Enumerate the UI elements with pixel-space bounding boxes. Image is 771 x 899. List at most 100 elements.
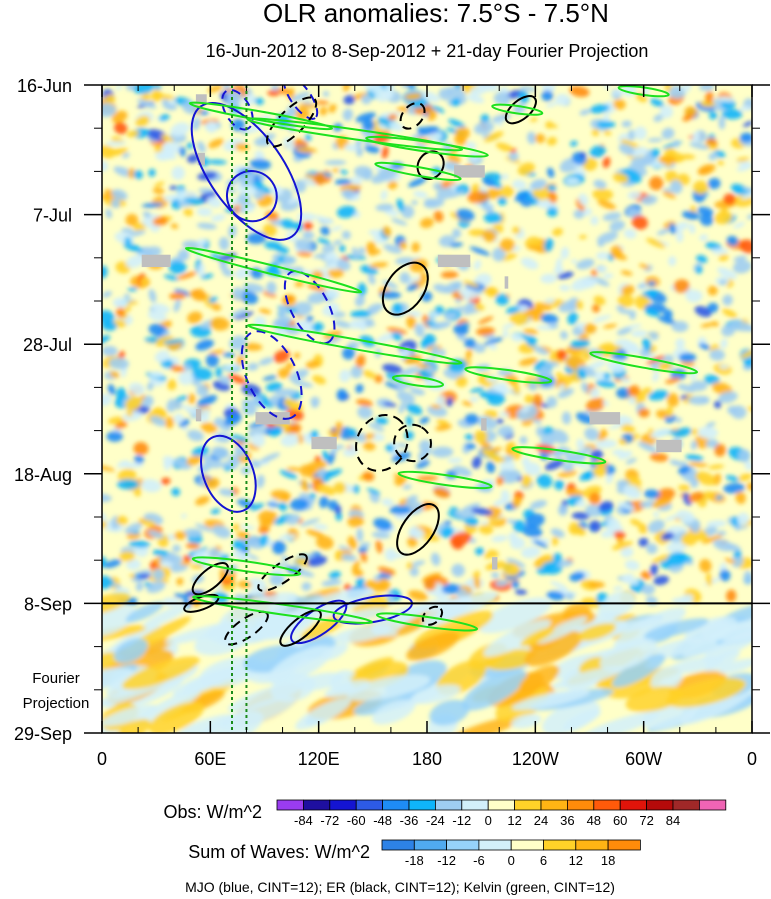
x-tick-label: 120E bbox=[298, 749, 340, 769]
kelvin-contour bbox=[375, 612, 479, 632]
y-axis: 16-Jun 7-Jul 28-Jul 18-Aug 8-Sep 29-Sep bbox=[14, 76, 770, 744]
obs-colorbar: -84 -72 -60 -48 -36 -24 -12 0 12 24 36 48 60 72 84 bbox=[276, 799, 727, 828]
colorbar-swatch bbox=[408, 799, 436, 811]
colorbar-swatch bbox=[514, 799, 542, 811]
missing-data-patch bbox=[197, 152, 205, 166]
colorbar-swatch bbox=[446, 839, 480, 851]
colorbar-swatch bbox=[567, 799, 595, 811]
er-contour bbox=[393, 423, 432, 463]
y-tick-label: 8-Sep bbox=[24, 594, 72, 614]
missing-data-patch bbox=[589, 412, 621, 425]
colorbar-level: -24 bbox=[426, 813, 445, 828]
colorbar-level: -84 bbox=[294, 813, 313, 828]
colorbar-swatch bbox=[575, 839, 609, 851]
mjo-contour bbox=[240, 330, 303, 420]
colorbar-swatch bbox=[543, 839, 577, 851]
colorbar-level: 84 bbox=[666, 813, 680, 828]
er-contour bbox=[224, 610, 269, 646]
x-axis: 0 60E 120E 180 120W 60W 0 bbox=[97, 85, 757, 769]
colorbar-swatch bbox=[510, 839, 544, 851]
er-contour bbox=[396, 503, 440, 556]
missing-data-patch bbox=[492, 557, 498, 570]
kelvin-contour bbox=[391, 374, 445, 388]
er-contour bbox=[381, 261, 429, 316]
mjo-contour bbox=[190, 101, 303, 241]
colorbar-swatch bbox=[487, 799, 516, 811]
colorbar-swatch bbox=[413, 839, 447, 851]
missing-data-patch bbox=[195, 94, 207, 104]
colorbar-swatch bbox=[593, 799, 621, 811]
missing-data-patch bbox=[437, 254, 471, 268]
kelvin-contour bbox=[374, 161, 462, 182]
colorbar-level: -60 bbox=[347, 813, 366, 828]
wave-contours bbox=[183, 85, 699, 647]
colorbar-swatch bbox=[434, 799, 463, 811]
kelvin-contour bbox=[247, 323, 463, 365]
colorbar-level: 6 bbox=[540, 853, 547, 868]
colorbar-level: -36 bbox=[400, 813, 419, 828]
colorbar-level: 0 bbox=[485, 813, 492, 828]
y-tick-label: 18-Aug bbox=[14, 465, 72, 485]
colorbar-level: -72 bbox=[320, 813, 339, 828]
missing-data-patch bbox=[656, 439, 682, 453]
y-tick-label: 28-Jul bbox=[23, 335, 72, 355]
colorbar-level: 24 bbox=[534, 813, 548, 828]
er-contour bbox=[279, 609, 322, 647]
colorbar-level: -12 bbox=[437, 853, 456, 868]
colorbar-swatch bbox=[302, 799, 331, 811]
kelvin-contour bbox=[464, 366, 553, 384]
missing-data-patch bbox=[255, 412, 290, 425]
colorbar-level: 36 bbox=[560, 813, 574, 828]
colorbar-swatch bbox=[381, 839, 415, 851]
x-tick-label: 0 bbox=[747, 749, 757, 769]
colorbar-swatch bbox=[276, 799, 304, 811]
colorbar-swatch bbox=[329, 799, 357, 811]
colorbar-swatch bbox=[382, 799, 410, 811]
colorbar-swatch bbox=[478, 839, 512, 851]
kelvin-contour bbox=[511, 446, 607, 465]
er-contour bbox=[191, 562, 229, 596]
projection-label-line2: Projection bbox=[23, 695, 90, 712]
kelvin-contour bbox=[491, 103, 544, 116]
colorbar-swatch bbox=[619, 799, 648, 811]
chart-title: OLR anomalies: 7.5°S - 7.5°N bbox=[263, 0, 609, 28]
er-contour bbox=[504, 95, 537, 125]
x-tick-label: 180 bbox=[412, 749, 442, 769]
reference-lines bbox=[231, 85, 248, 733]
projection-label-line1: Fourier bbox=[32, 670, 80, 687]
colorbar-level: -12 bbox=[452, 813, 471, 828]
er-contour bbox=[421, 605, 443, 626]
missing-data-patch bbox=[141, 254, 171, 268]
y-tick-label: 29-Sep bbox=[14, 724, 72, 744]
kelvin-contour bbox=[397, 470, 493, 490]
waves-colorbar: -18 -12 -6 0 6 12 18 bbox=[381, 839, 641, 868]
kelvin-contour bbox=[365, 135, 489, 158]
missing-data-patch bbox=[481, 418, 487, 431]
colorbar-level: -48 bbox=[373, 813, 392, 828]
mjo-contour bbox=[283, 270, 336, 345]
missing-data-patch bbox=[311, 436, 337, 450]
x-tick-label: 60E bbox=[194, 749, 226, 769]
colorbar-level: 18 bbox=[601, 853, 615, 868]
y-tick-label: 7-Jul bbox=[33, 206, 72, 226]
colorbar-swatch bbox=[355, 799, 384, 811]
waves-colorbar-label: Sum of Waves: W/m^2 bbox=[188, 842, 370, 862]
footnote: MJO (blue, CINT=12); ER (black, CINT=12)… bbox=[185, 879, 615, 895]
colorbar-swatch bbox=[607, 839, 641, 851]
x-tick-label: 60W bbox=[625, 749, 662, 769]
mjo-contour bbox=[221, 88, 254, 131]
x-tick-label: 120W bbox=[512, 749, 559, 769]
colorbar-swatch bbox=[672, 799, 700, 811]
kelvin-contour bbox=[192, 595, 373, 625]
mjo-contour bbox=[225, 170, 278, 223]
missing-data-patches bbox=[141, 94, 682, 570]
kelvin-contour bbox=[184, 246, 363, 294]
er-contour bbox=[257, 553, 308, 592]
colorbar-swatch bbox=[461, 799, 489, 811]
kelvin-contour bbox=[589, 351, 699, 375]
colorbar-level: 72 bbox=[639, 813, 653, 828]
er-contour bbox=[355, 414, 409, 472]
obs-colorbar-label: Obs: W/m^2 bbox=[164, 802, 262, 822]
colorbar-level: -6 bbox=[473, 853, 485, 868]
